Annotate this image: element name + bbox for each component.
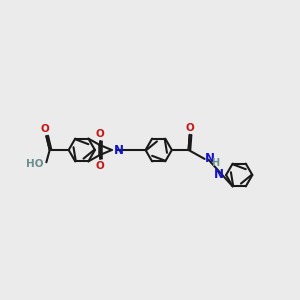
Text: N: N: [214, 169, 224, 182]
Text: N: N: [205, 152, 215, 165]
Text: HO: HO: [26, 159, 44, 169]
Text: O: O: [40, 124, 49, 134]
Text: H: H: [211, 158, 219, 168]
Text: N: N: [114, 143, 124, 157]
Text: O: O: [185, 123, 194, 133]
Text: O: O: [96, 129, 104, 139]
Text: O: O: [96, 161, 104, 171]
